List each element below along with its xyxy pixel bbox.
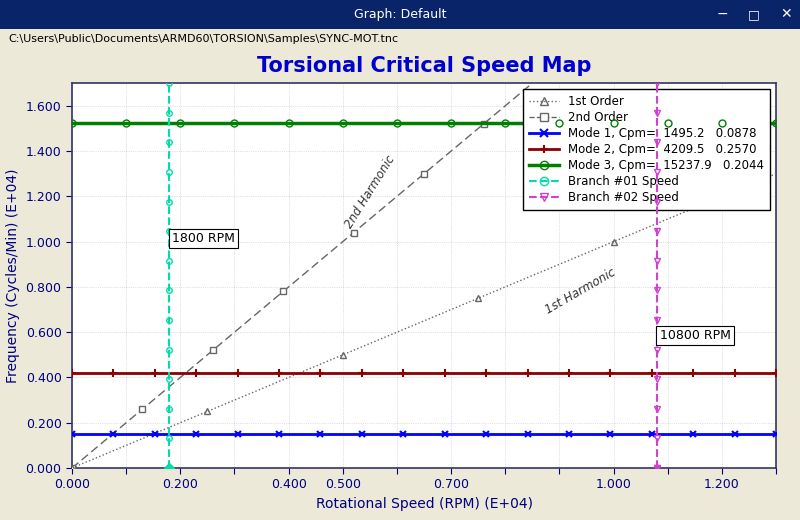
- Text: C:\Users\Public\Documents\ARMD60\TORSION\Samples\SYNC-MOT.tnc: C:\Users\Public\Documents\ARMD60\TORSION…: [8, 34, 398, 44]
- Text: 10800 RPM: 10800 RPM: [659, 329, 730, 342]
- Text: ✕: ✕: [780, 7, 792, 21]
- Text: 1st Harmonic: 1st Harmonic: [543, 266, 618, 317]
- Text: 1800 RPM: 1800 RPM: [172, 231, 235, 244]
- Text: −: −: [716, 7, 728, 21]
- Text: □: □: [748, 8, 760, 21]
- Title: Torsional Critical Speed Map: Torsional Critical Speed Map: [257, 56, 591, 76]
- Y-axis label: Frequency (Cycles/Min) (E+04): Frequency (Cycles/Min) (E+04): [6, 168, 20, 383]
- Legend: 1st Order, 2nd Order, Mode 1, Cpm=  1495.2   0.0878, Mode 2, Cpm=  4209.5   0.25: 1st Order, 2nd Order, Mode 1, Cpm= 1495.…: [523, 89, 770, 210]
- Text: 2nd Harmonic: 2nd Harmonic: [342, 153, 398, 231]
- X-axis label: Rotational Speed (RPM) (E+04): Rotational Speed (RPM) (E+04): [315, 497, 533, 511]
- Text: Graph: Default: Graph: Default: [354, 8, 446, 21]
